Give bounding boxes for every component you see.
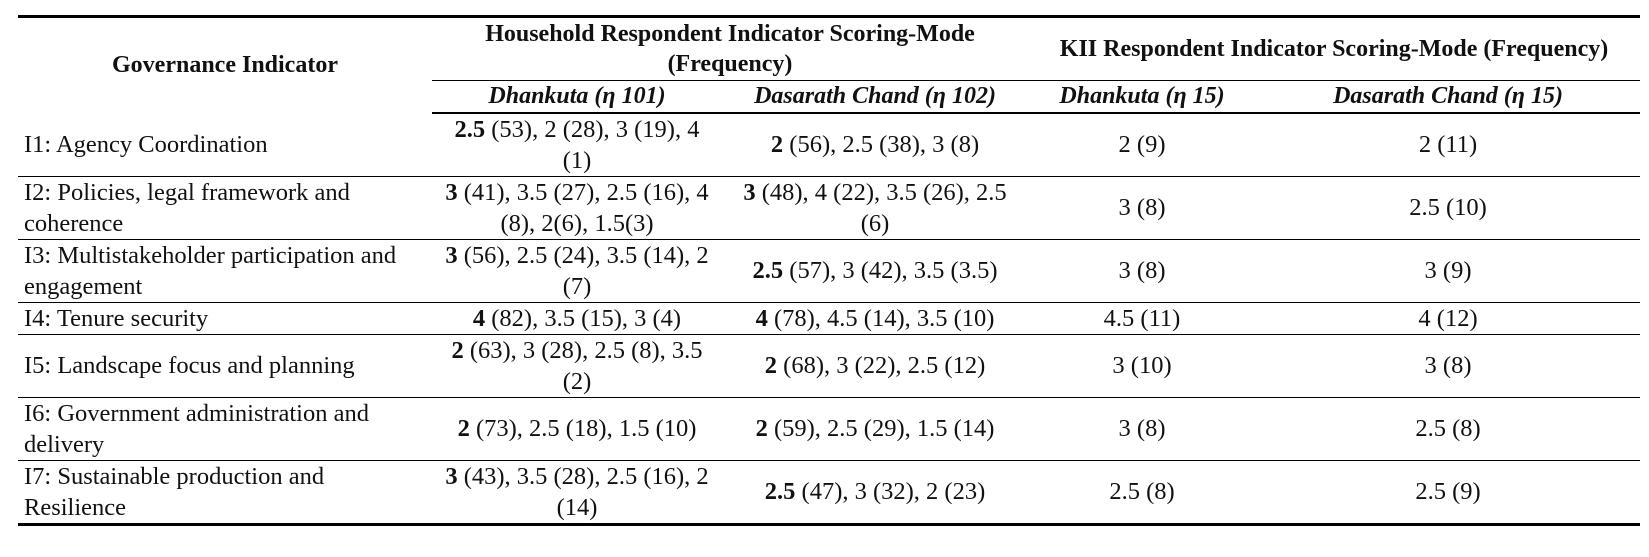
kii-dhankuta-cell: 3 (8) — [1028, 176, 1257, 240]
indicator-cell: I3: Multistakeholder participation and e… — [18, 239, 432, 303]
mode-score: 4 — [472, 304, 486, 332]
table-header: Governance Indicator Household Responden… — [18, 15, 1641, 114]
indicator-cell: I5: Landscape focus and planning — [18, 334, 432, 398]
household-dasarath-cell: 2 (56), 2.5 (38), 3 (8) — [722, 112, 1029, 177]
mode-score: 3 — [445, 241, 458, 269]
household-dasarath-cell: 2 (68), 3 (22), 2.5 (12) — [722, 334, 1029, 398]
kii-dasarath-cell: 2 (11) — [1256, 112, 1641, 177]
household-dasarath-cell: 2.5 (57), 3 (42), 3.5 (3.5) — [722, 239, 1029, 303]
mode-score: 3 — [445, 178, 458, 206]
table-row: I4: Tenure security 4 (82), 3.5 (15), 3 … — [18, 302, 1641, 335]
mode-score: 3 — [743, 178, 756, 206]
kii-dasarath-cell: 3 (8) — [1256, 334, 1641, 398]
kii-dhankuta-cell: 2 (9) — [1028, 112, 1257, 177]
frequency-list: (41), 3.5 (27), 2.5 (16), 4 (8), 2(6), 1… — [457, 178, 709, 237]
table-row: I1: Agency Coordination 2.5 (53), 2 (28)… — [18, 112, 1641, 177]
indicator-cell: I7: Sustainable production and Resilienc… — [18, 460, 432, 526]
mode-score: 2 — [764, 352, 778, 379]
household-dhankuta-cell: 2 (63), 3 (28), 2.5 (8), 3.5 (2) — [432, 334, 722, 398]
indicator-cell: I6: Government administration and delive… — [18, 397, 432, 461]
indicator-cell: I1: Agency Coordination — [18, 112, 432, 177]
table-body: I1: Agency Coordination 2.5 (53), 2 (28)… — [18, 112, 1641, 526]
frequency-list: (73), 2.5 (18), 1.5 (10) — [469, 415, 697, 442]
frequency-list: (56), 2.5 (38), 3 (8) — [783, 131, 980, 158]
kii-dhankuta-cell: 3 (10) — [1028, 334, 1257, 398]
table-row: I7: Sustainable production and Resilienc… — [18, 460, 1641, 526]
household-dasarath-cell: 2 (59), 2.5 (29), 1.5 (14) — [722, 397, 1029, 461]
header-kii-dasarath-chand: Dasarath Chand (η 15) — [1256, 80, 1641, 114]
header-kii-dhankuta: Dhankuta (η 15) — [1028, 80, 1257, 114]
frequency-list: (48), 4 (22), 3.5 (26), 2.5 (6) — [755, 178, 1007, 237]
household-dhankuta-cell: 3 (43), 3.5 (28), 2.5 (16), 2 (14) — [432, 460, 722, 526]
household-dhankuta-cell: 3 (41), 3.5 (27), 2.5 (16), 4 (8), 2(6),… — [432, 176, 722, 240]
mode-score: 2.5 — [764, 478, 796, 505]
kii-dhankuta-cell: 4.5 (11) — [1028, 302, 1257, 335]
kii-dhankuta-cell: 3 (8) — [1028, 397, 1257, 461]
household-dhankuta-cell: 2.5 (53), 2 (28), 3 (19), 4 (1) — [432, 112, 722, 177]
mode-score: 3 — [445, 462, 458, 490]
household-dhankuta-cell: 4 (82), 3.5 (15), 3 (4) — [432, 302, 722, 335]
header-household-dhankuta: Dhankuta (η 101) — [432, 80, 722, 114]
frequency-list: (78), 4.5 (14), 3.5 (10) — [767, 304, 995, 332]
mode-score: 4 — [755, 304, 768, 332]
mode-score: 2.5 — [454, 115, 486, 143]
table-row: I5: Landscape focus and planning 2 (63),… — [18, 334, 1641, 398]
household-dasarath-cell: 2.5 (47), 3 (32), 2 (23) — [722, 460, 1029, 526]
frequency-list: (59), 2.5 (29), 1.5 (14) — [767, 415, 995, 442]
kii-dhankuta-cell: 3 (8) — [1028, 239, 1257, 303]
frequency-list: (82), 3.5 (15), 3 (4) — [485, 304, 682, 332]
frequency-list: (68), 3 (22), 2.5 (12) — [777, 352, 986, 379]
header-kii-group: KII Respondent Indicator Scoring-Mode (F… — [1028, 15, 1641, 81]
mode-score: 2.5 — [752, 257, 784, 284]
kii-dhankuta-cell: 2.5 (8) — [1028, 460, 1257, 526]
household-dhankuta-cell: 3 (56), 2.5 (24), 3.5 (14), 2 (7) — [432, 239, 722, 303]
table-row: I2: Policies, legal framework and cohere… — [18, 176, 1641, 240]
indicator-cell: I4: Tenure security — [18, 302, 432, 335]
header-household-dasarath-chand: Dasarath Chand (η 102) — [722, 80, 1029, 114]
kii-dasarath-cell: 2.5 (10) — [1256, 176, 1641, 240]
table-row: I3: Multistakeholder participation and e… — [18, 239, 1641, 303]
kii-dasarath-cell: 4 (12) — [1256, 302, 1641, 335]
kii-dasarath-cell: 2.5 (9) — [1256, 460, 1641, 526]
frequency-list: (56), 2.5 (24), 3.5 (14), 2 (7) — [457, 241, 709, 300]
mode-score: 2 — [457, 415, 470, 442]
frequency-list: (53), 2 (28), 3 (19), 4 (1) — [485, 115, 700, 174]
frequency-list: (43), 3.5 (28), 2.5 (16), 2 (14) — [457, 462, 709, 521]
indicator-cell: I2: Policies, legal framework and cohere… — [18, 176, 432, 240]
household-dhankuta-cell: 2 (73), 2.5 (18), 1.5 (10) — [432, 397, 722, 461]
mode-score: 2 — [770, 131, 784, 158]
mode-score: 2 — [755, 415, 768, 442]
frequency-list: (57), 3 (42), 3.5 (3.5) — [783, 257, 998, 284]
header-household-group: Household Respondent Indicator Scoring-M… — [432, 15, 1029, 81]
household-dasarath-cell: 4 (78), 4.5 (14), 3.5 (10) — [722, 302, 1029, 335]
table-row: I6: Government administration and delive… — [18, 397, 1641, 461]
household-dasarath-cell: 3 (48), 4 (22), 3.5 (26), 2.5 (6) — [722, 176, 1029, 240]
header-governance-indicator: Governance Indicator — [18, 15, 432, 113]
kii-dasarath-cell: 3 (9) — [1256, 239, 1641, 303]
mode-score: 2 — [451, 336, 464, 364]
governance-indicator-table: Governance Indicator Household Responden… — [18, 15, 1641, 526]
kii-dasarath-cell: 2.5 (8) — [1256, 397, 1641, 461]
frequency-list: (63), 3 (28), 2.5 (8), 3.5 (2) — [463, 336, 703, 395]
frequency-list: (47), 3 (32), 2 (23) — [795, 478, 986, 505]
